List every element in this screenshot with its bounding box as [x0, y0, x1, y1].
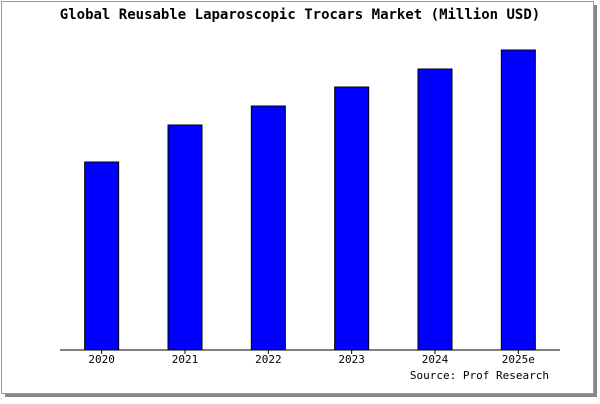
bar	[84, 161, 120, 351]
bar	[250, 105, 286, 351]
x-tick-label: 2023	[338, 353, 365, 366]
x-tick-label: 2020	[88, 353, 115, 366]
x-tick-label: 2024	[422, 353, 449, 366]
source-note: Source: Prof Research	[410, 369, 549, 382]
chart-title: Global Reusable Laparoscopic Trocars Mar…	[60, 7, 540, 23]
bar	[167, 124, 203, 351]
bar	[334, 86, 370, 351]
x-tick-label: 2021	[172, 353, 199, 366]
plot-area	[60, 45, 560, 350]
x-tick-label: 2022	[255, 353, 282, 366]
bar	[417, 68, 453, 351]
bar	[500, 49, 536, 351]
x-tick-label: 2025e	[502, 353, 535, 366]
